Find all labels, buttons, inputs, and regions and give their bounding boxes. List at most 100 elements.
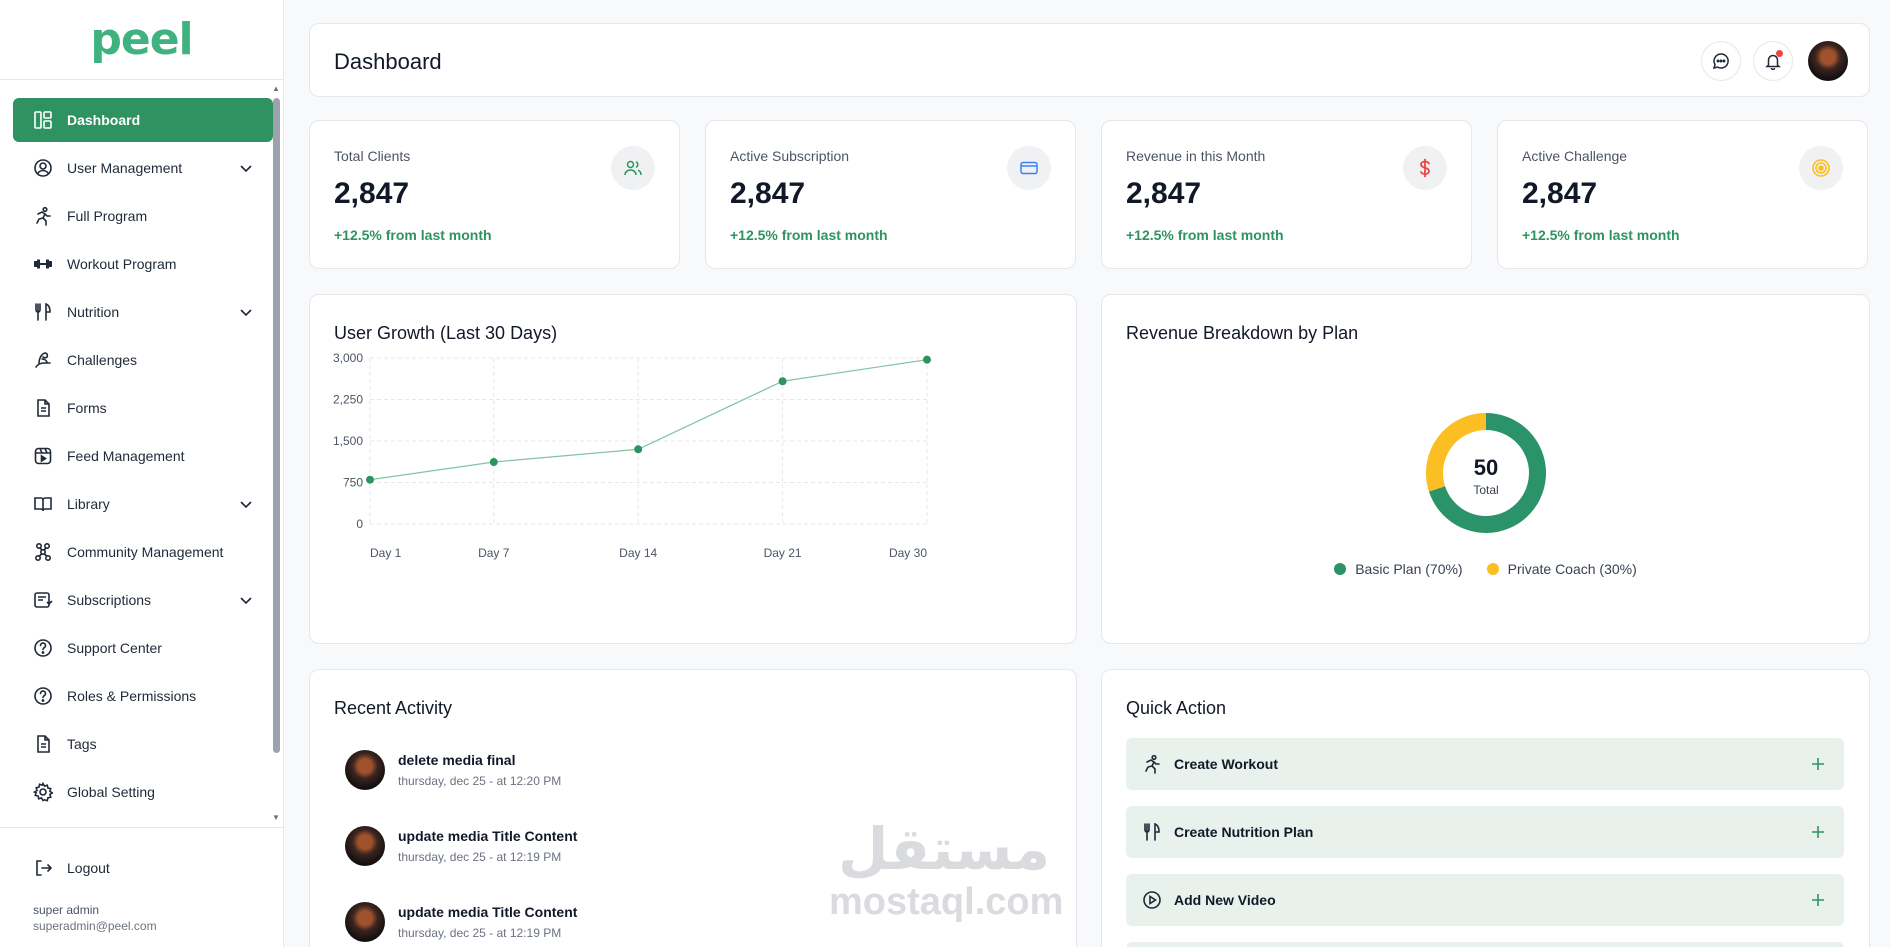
stat-delta: +12.5% from last month bbox=[730, 227, 888, 243]
sidebar-item-tags[interactable]: Tags bbox=[13, 722, 273, 766]
quick-action-panel: Quick Action Create Workout Create Nutri… bbox=[1101, 669, 1870, 947]
scroll-down-arrow[interactable]: ▼ bbox=[272, 813, 280, 822]
quick-action-partial[interactable] bbox=[1126, 942, 1844, 947]
growth-data-point[interactable] bbox=[923, 355, 931, 364]
activity-avatar bbox=[345, 750, 385, 790]
stat-label: Active Subscription bbox=[730, 148, 850, 164]
activity-title: update media Title Content bbox=[398, 828, 578, 844]
play-circle-icon bbox=[1143, 891, 1161, 909]
legend-swatch bbox=[1486, 563, 1499, 575]
bell-icon bbox=[1765, 54, 1781, 70]
donut-total-label: Total bbox=[1473, 483, 1498, 497]
user-growth-chart: 3,000 2,250 1,500 750 0 Day 1 Day 7 Day 14 Day … bbox=[333, 351, 931, 560]
sidebar-scrollbar[interactable] bbox=[273, 98, 280, 753]
stat-card-revenue: Revenue in this Month 2,847 +12.5% from … bbox=[1101, 120, 1472, 269]
user-avatar[interactable] bbox=[1808, 41, 1848, 81]
sidebar-item-nutrition[interactable]: Nutrition bbox=[13, 290, 273, 334]
create-nutrition-plan-button[interactable]: Create Nutrition Plan bbox=[1126, 806, 1844, 858]
running-icon bbox=[33, 206, 53, 226]
sidebar-item-label: Feed Management bbox=[67, 448, 185, 464]
plus-icon bbox=[1812, 826, 1824, 838]
sidebar-item-challenges[interactable]: Challenges bbox=[13, 338, 273, 382]
logout-icon bbox=[36, 860, 53, 876]
sidebar-item-support-center[interactable]: Support Center bbox=[13, 626, 273, 670]
sidebar-item-library[interactable]: Library bbox=[13, 482, 273, 526]
challenge-icon bbox=[33, 350, 53, 370]
notification-dot bbox=[1776, 50, 1783, 57]
add-new-video-button[interactable]: Add New Video bbox=[1126, 874, 1844, 926]
stat-label: Revenue in this Month bbox=[1126, 148, 1266, 164]
stat-card-total-clients: Total Clients 2,847 +12.5% from last mon… bbox=[309, 120, 680, 269]
sidebar-item-label: Community Management bbox=[67, 544, 224, 560]
sidebar-item-subscriptions[interactable]: Subscriptions bbox=[13, 578, 273, 622]
activity-item[interactable]: update media Title Content thursday, dec… bbox=[345, 902, 577, 942]
sidebar-item-roles-permissions[interactable]: Roles & Permissions bbox=[13, 674, 273, 718]
stat-label: Active Challenge bbox=[1522, 148, 1628, 164]
sidebar-item-community-management[interactable]: Community Management bbox=[13, 530, 273, 574]
stat-card-active-challenge: Active Challenge 2,847 +12.5% from last … bbox=[1497, 120, 1868, 269]
feed-icon bbox=[33, 446, 53, 466]
utensils-icon bbox=[1144, 822, 1160, 841]
target-icon bbox=[1799, 146, 1843, 190]
help-circle-icon bbox=[33, 686, 53, 706]
chevron-down-icon[interactable] bbox=[239, 161, 253, 175]
y-tick-label: 750 bbox=[343, 476, 363, 490]
sidebar-item-full-program[interactable]: Full Program bbox=[13, 194, 273, 238]
activity-item[interactable]: delete media final thursday, dec 25 - at… bbox=[345, 750, 561, 790]
chevron-down-icon[interactable] bbox=[239, 497, 253, 511]
subscription-icon bbox=[33, 590, 53, 610]
sidebar-item-workout-program[interactable]: Workout Program bbox=[13, 242, 273, 286]
x-tick-label: Day 7 bbox=[478, 546, 510, 560]
quick-action-label: Create Nutrition Plan bbox=[1174, 824, 1314, 840]
sidebar-item-forms[interactable]: Forms bbox=[13, 386, 273, 430]
donut-slice[interactable] bbox=[1426, 413, 1486, 492]
sidebar-item-dashboard[interactable]: Dashboard bbox=[13, 98, 273, 142]
revenue-legend: Basic Plan (70%) Private Coach (30%) bbox=[1102, 561, 1869, 577]
chevron-down-icon[interactable] bbox=[239, 305, 253, 319]
stat-value: 2,847 bbox=[1522, 177, 1598, 210]
growth-data-point[interactable] bbox=[778, 377, 787, 386]
plus-icon bbox=[1812, 894, 1824, 906]
growth-data-point[interactable] bbox=[634, 445, 643, 454]
create-workout-button[interactable]: Create Workout bbox=[1126, 738, 1844, 790]
plus-icon bbox=[1812, 758, 1824, 770]
dashboard-icon bbox=[33, 110, 53, 130]
notifications-button[interactable] bbox=[1753, 41, 1793, 81]
sidebar-item-label: Library bbox=[67, 496, 110, 512]
dumbbell-icon bbox=[33, 254, 53, 274]
user-circle-icon bbox=[33, 158, 53, 178]
growth-data-point[interactable] bbox=[489, 458, 498, 467]
activity-item[interactable]: update media Title Content thursday, dec… bbox=[345, 826, 577, 866]
sidebar-item-label: Subscriptions bbox=[67, 592, 152, 608]
brand-logo[interactable]: peel bbox=[0, 0, 283, 80]
sidebar-item-label: Dashboard bbox=[67, 112, 141, 128]
logout-button[interactable]: Logout bbox=[33, 858, 110, 878]
legend-swatch bbox=[1334, 563, 1347, 575]
page-title: Dashboard bbox=[334, 49, 442, 74]
chat-bubble-icon bbox=[1712, 53, 1729, 70]
growth-data-point[interactable] bbox=[366, 475, 374, 484]
scroll-up-arrow[interactable]: ▲ bbox=[272, 84, 280, 93]
y-tick-label: 0 bbox=[356, 517, 363, 531]
sidebar-item-label: Workout Program bbox=[67, 256, 177, 272]
logo-text: peel bbox=[90, 14, 193, 65]
revenue-breakdown-title: Revenue Breakdown by Plan bbox=[1126, 323, 1359, 343]
sidebar-item-global-setting[interactable]: Global Setting bbox=[13, 770, 273, 814]
x-tick-label: Day 30 bbox=[889, 546, 927, 560]
messages-button[interactable] bbox=[1701, 41, 1741, 81]
sidebar-item-user-management[interactable]: User Management bbox=[13, 146, 273, 190]
x-tick-label: Day 21 bbox=[764, 546, 802, 560]
sidebar-item-feed-management[interactable]: Feed Management bbox=[13, 434, 273, 478]
sidebar-item-label: Global Setting bbox=[67, 784, 155, 800]
x-tick-label: Day 14 bbox=[619, 546, 657, 560]
recent-activity-panel: Recent Activity delete media final thurs… bbox=[309, 669, 1077, 947]
chevron-down-icon[interactable] bbox=[239, 593, 253, 607]
y-tick-label: 2,250 bbox=[333, 393, 363, 407]
x-tick-label: Day 1 bbox=[370, 546, 402, 560]
activity-avatar bbox=[345, 826, 385, 866]
stat-label: Total Clients bbox=[334, 148, 411, 164]
y-tick-label: 1,500 bbox=[333, 434, 363, 448]
sidebar: peel ▲ ▼ Dashboard User Management Full … bbox=[0, 0, 284, 947]
sidebar-item-label: Roles & Permissions bbox=[67, 688, 197, 704]
revenue-donut-chart: 50 Total bbox=[1426, 413, 1546, 533]
